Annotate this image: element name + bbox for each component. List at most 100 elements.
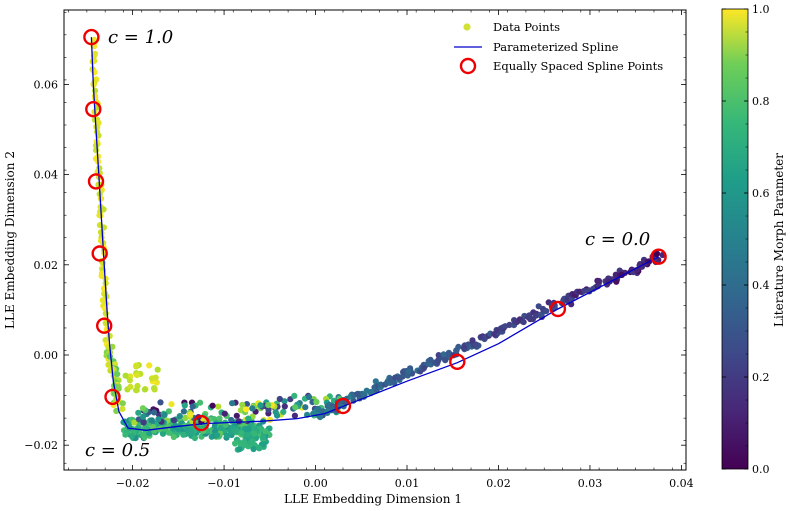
y-tick-label: −0.02 [24,439,58,452]
annotation-c-1-0: c = 1.0 [108,27,173,48]
data-point [233,412,240,419]
data-point [133,387,140,394]
legend-marker-spline-points [459,57,477,75]
data-point [266,416,274,423]
legend: Data Points Parameterized Spline Equally… [454,20,663,75]
data-point [265,401,272,409]
data-point [165,408,172,415]
data-point [155,416,162,423]
data-point [131,419,138,426]
legend-label-spline-points: Equally Spaced Spline Points [493,59,663,73]
data-point [363,387,370,394]
colorbar-tick-label: 0.8 [752,95,770,108]
data-point [119,405,126,412]
data-point [317,414,324,421]
data-point [133,372,141,379]
data-point [472,341,479,348]
colorbar-label: Literature Morph Parameter [772,153,786,327]
data-point [581,287,588,294]
data-point [595,277,603,285]
data-point [520,319,527,326]
data-point [151,409,158,416]
data-point [139,405,146,412]
data-point [257,402,264,409]
data-point [128,433,135,440]
y-tick-label: 0.04 [34,169,59,182]
data-point [260,434,267,441]
legend-marker-data-points [463,23,471,31]
data-point [159,430,167,437]
data-point [119,400,126,407]
data-point [453,347,460,354]
spline-point-marker [650,248,667,265]
colorbar-tick-label: 0.0 [752,463,770,476]
data-point [148,417,155,424]
data-point [653,251,660,258]
data-point [313,398,320,406]
spline-point-marker [334,397,352,415]
data-point [146,430,153,437]
y-tick-label: 0.00 [34,349,59,362]
x-tick-label: 0.02 [486,477,511,490]
colorbar-tick-label: 0.4 [752,279,770,292]
data-point [243,406,250,413]
data-point [442,357,449,364]
data-point [181,402,188,409]
colorbar-ticks: 0.0 0.2 0.4 0.6 0.8 1.0 [722,3,770,476]
y-axis-label: LLE Embedding Dimension 2 [3,151,17,329]
data-point [245,415,252,422]
data-point [213,432,221,439]
data-point [250,445,257,453]
spline-point-marker [449,353,466,370]
data-point [122,372,129,379]
data-point [217,424,224,431]
data-point [127,383,134,390]
data-point [97,212,104,219]
data-point [440,351,447,358]
x-tick-label: 0.04 [669,477,694,490]
data-point [197,399,204,406]
x-tick-label: −0.02 [116,477,150,490]
data-point [191,434,198,442]
data-point [143,426,150,433]
data-point [170,417,177,424]
data-point [255,444,262,451]
data-point [305,393,313,401]
data-point [239,401,246,408]
data-point [93,147,100,154]
legend-label-data-points: Data Points [493,20,560,34]
data-point [122,431,129,438]
data-point [97,229,105,236]
data-point [170,433,177,441]
x-tick-label: 0.03 [578,477,603,490]
spline-point-marker [87,173,105,190]
spline-point-marker [192,414,210,432]
data-point [372,378,379,385]
x-axis-label: LLE Embedding Dimension 1 [284,492,462,506]
data-point [98,270,106,277]
data-point [106,353,113,360]
colorbar-gradient [721,8,749,470]
data-point [260,441,267,448]
data-point [135,409,142,416]
data-point [109,343,116,350]
x-tick-label: 0.01 [395,477,420,490]
colorbar: 0.0 0.2 0.4 0.6 0.8 1.0 Literature Morph Para… [721,3,786,476]
data-layer [83,28,667,453]
data-point [435,352,442,359]
data-point [638,263,646,270]
data-point [157,399,164,406]
annotation-c-0-5: c = 0.5 [85,440,150,461]
data-point [243,431,250,438]
data-point [405,368,412,375]
data-point [180,408,187,415]
ticks-layer: −0.02 −0.01 0.00 0.01 0.02 0.03 0.04 −0.02 0.00 0… [24,10,694,490]
data-point [280,408,287,415]
data-point [189,403,196,410]
data-point [187,411,194,418]
spline-point-marker [549,300,567,318]
data-point [262,428,269,435]
data-point [533,312,540,319]
data-point [291,412,298,419]
y-tick-label: 0.06 [34,78,59,91]
